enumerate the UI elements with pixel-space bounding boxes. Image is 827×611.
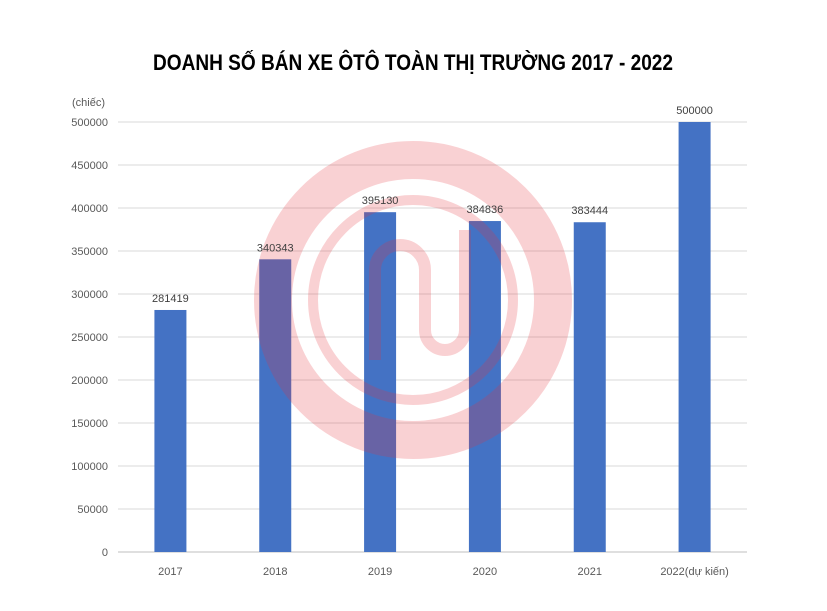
y-tick-label: 200000 [71,375,108,387]
data-label: 384836 [467,204,504,216]
data-label: 281419 [152,293,189,305]
y-axis-unit-label: (chiếc) [72,97,105,109]
x-tick-label: 2019 [368,566,392,578]
watermark-logo [254,141,572,459]
y-tick-label: 400000 [71,203,108,215]
x-tick-label: 2018 [263,566,287,578]
data-label: 395130 [362,195,399,207]
y-tick-label: 150000 [71,418,108,430]
y-tick-label: 300000 [71,289,108,301]
y-tick-label: 100000 [71,461,108,473]
x-tick-label: 2021 [578,566,602,578]
y-tick-label: 50000 [77,504,108,516]
bar-2020 [468,221,501,552]
x-tick-label: 2020 [473,566,497,578]
y-tick-label: 500000 [71,117,108,129]
y-tick-label: 350000 [71,246,108,258]
bar-2021 [573,222,606,552]
bar-2017 [154,309,187,552]
y-tick-label: 0 [102,547,108,559]
bar-2022(dự kiến) [678,122,711,552]
chart-title: DOANH SỐ BÁN XE ÔTÔ TOÀN THỊ TRƯỜNG 2017… [153,49,673,75]
data-label: 383444 [571,205,608,217]
y-tick-label: 250000 [71,332,108,344]
x-tick-label: 2017 [158,566,182,578]
bar-2019 [364,212,397,552]
data-label: 340343 [257,242,294,254]
bar-2018 [259,259,292,552]
x-tick-label: 2022(dự kiến) [660,566,729,578]
y-tick-label: 450000 [71,160,108,172]
data-label: 500000 [676,105,713,117]
